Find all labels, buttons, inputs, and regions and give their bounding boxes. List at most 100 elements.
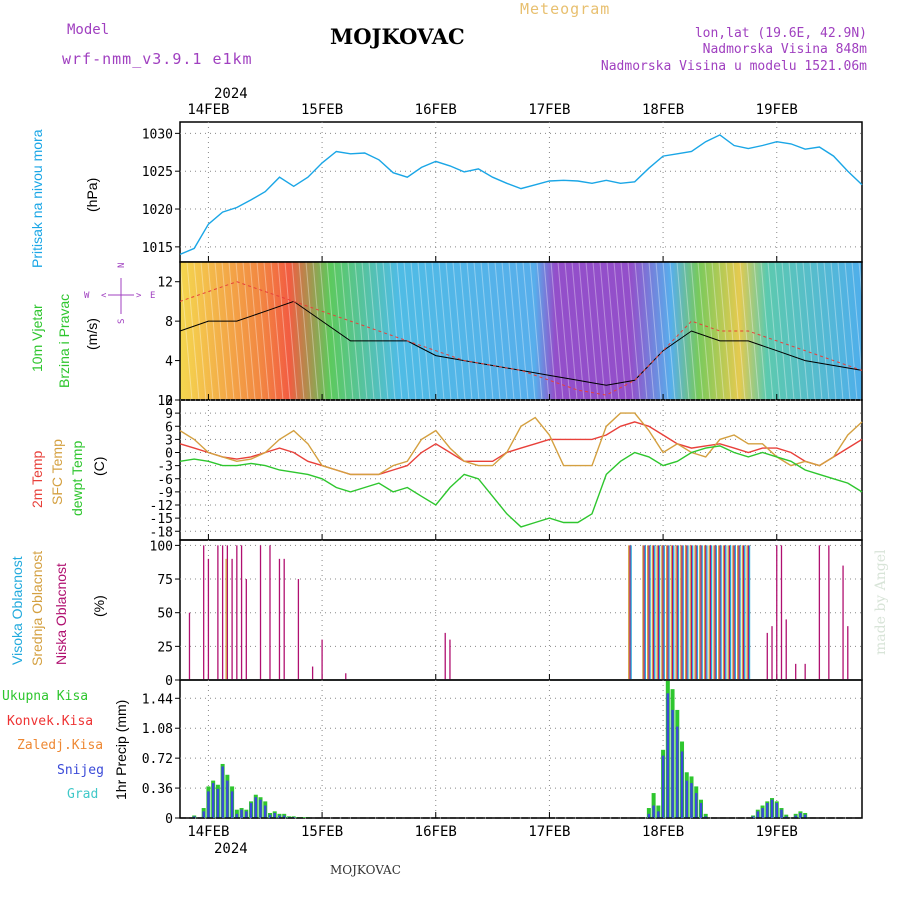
precip-bar [216, 788, 220, 818]
precip-bar [676, 726, 679, 818]
cloud-unit-label: (%) [91, 595, 107, 617]
x-date-label: 19FEB [756, 102, 798, 118]
precip-bar [666, 693, 670, 818]
precip-bar [235, 813, 239, 818]
precip-bar [249, 803, 253, 818]
y-tick-label: 6 [165, 420, 173, 435]
panel-frame [179, 539, 863, 681]
series-line-temp-0 [179, 421, 863, 476]
x-date-label: 18FEB [642, 102, 684, 118]
y-tick-label: 12 [157, 394, 173, 409]
precip-bar [240, 809, 243, 818]
y-tick-label: 1025 [142, 165, 173, 180]
precip-bar [226, 780, 229, 818]
precip-legend-total: Ukupna Kisa [2, 689, 88, 704]
y-tick-label: -15 [150, 512, 173, 527]
precip-bar [278, 815, 281, 818]
precip-bar [207, 791, 210, 818]
y-tick-label: 25 [157, 640, 173, 655]
year-top-label: 2024 [214, 86, 248, 102]
panel-precip: 0 0.36 0.72 1.08 1.44 14FEB 15FEB 16FEB 17FEB 18F… [142, 679, 863, 840]
model-label: Model [67, 22, 109, 38]
precip-legend-conv: Konvek.Kisa [7, 714, 93, 729]
y-tick-label: 0.72 [142, 752, 173, 767]
series-line-pressure-0 [179, 134, 863, 256]
year-bottom-label: 2024 [214, 841, 248, 857]
precip-bar [192, 816, 196, 818]
panel-clouds: 0 25 50 75 100 [150, 539, 863, 689]
y-tick-label: 1030 [142, 127, 173, 142]
precip-bar [230, 791, 234, 818]
precip-bar [671, 709, 674, 818]
y-tick-label: -9 [157, 486, 173, 501]
y-tick-label: -6 [157, 473, 173, 488]
pressure-unit-label: (hPa) [84, 178, 100, 212]
precip-bar [254, 797, 258, 818]
precip-bar [264, 805, 267, 818]
x-date-label: 14FEB [187, 824, 229, 840]
precip-legend-froz: Zaledj.Kisa [17, 738, 103, 753]
precip-bar [794, 815, 797, 818]
precip-bar [699, 803, 703, 818]
precip-bar [647, 813, 651, 818]
temp-side-label-3: dewpt Temp [69, 441, 85, 516]
precip-bar [690, 783, 693, 818]
y-tick-label: -12 [150, 499, 173, 514]
coords-label: lon,lat (19.6E, 42.9N) [695, 26, 867, 41]
y-tick-label: 0 [165, 674, 173, 689]
y-tick-label: 1.08 [142, 722, 173, 737]
x-date-label: 19FEB [756, 824, 798, 840]
precip-bar [770, 799, 774, 818]
x-date-label: 17FEB [528, 102, 570, 118]
x-date-label: 14FEB [187, 102, 229, 118]
precip-bar [259, 799, 262, 818]
precip-bar [282, 815, 286, 818]
chart-title: MOJKOVAC [330, 24, 465, 49]
precip-bar [780, 809, 783, 818]
x-date-label: 18FEB [642, 824, 684, 840]
precip-bar [799, 813, 802, 818]
pressure-side-label: Pritisak na nivou mora [29, 129, 45, 268]
chart-panels: 1015 1020 1025 1030 14FEB 15FEB 16FEB 17FEB 18FE… [142, 102, 872, 840]
precip-bar [775, 803, 778, 818]
precip-bar [703, 813, 708, 818]
y-tick-label: 3 [165, 433, 173, 448]
precip-bar [652, 805, 655, 818]
precip-bar [657, 811, 660, 818]
y-tick-label: -3 [157, 460, 173, 475]
y-tick-label: 100 [150, 539, 173, 554]
x-date-label: 15FEB [301, 102, 343, 118]
precip-unit-label: 1hr Precip (mm) [113, 700, 129, 800]
y-tick-label: 1015 [142, 241, 173, 256]
cloud-side-label-1: Visoka Oblacnost [9, 556, 25, 665]
x-date-label: 16FEB [415, 102, 457, 118]
series-line-temp-2 [179, 445, 863, 528]
elevation-label: Nadmorska Visina 848m [703, 42, 868, 57]
y-tick-label: 8 [165, 315, 173, 330]
precip-bar [680, 751, 684, 818]
model-name: wrf-nmm_v3.9.1 e1km [62, 50, 253, 68]
panel-wind: 0 4 8 12 [157, 261, 872, 409]
precip-bar [273, 813, 276, 818]
y-tick-label: 1020 [142, 203, 173, 218]
precip-bar [268, 814, 272, 818]
panel-frame [179, 121, 863, 263]
precip-bar [751, 816, 755, 818]
watermark: made by Angel [873, 549, 889, 655]
wind-side-label-2: Brzina i Pravac [56, 294, 72, 388]
precip-legend-snow: Snijeg [57, 763, 104, 778]
compass-n-label: N [117, 263, 127, 268]
cloud-side-label-3: Niska Oblacnost [53, 563, 69, 665]
svg-text:>: > [136, 291, 142, 301]
compass-s-label: S [117, 319, 127, 324]
temp-side-label-1: 2m Temp [29, 450, 45, 508]
precip-legend-grad: Grad [67, 787, 98, 802]
compass-e-label: E [150, 291, 155, 301]
wind-unit-label: (m/s) [84, 318, 100, 350]
precip-bar [646, 808, 651, 818]
precip-bar [784, 816, 788, 818]
chart-subtitle: Meteogram [520, 0, 610, 18]
precip-bar [202, 811, 205, 818]
series-line-temp-1 [179, 412, 863, 476]
